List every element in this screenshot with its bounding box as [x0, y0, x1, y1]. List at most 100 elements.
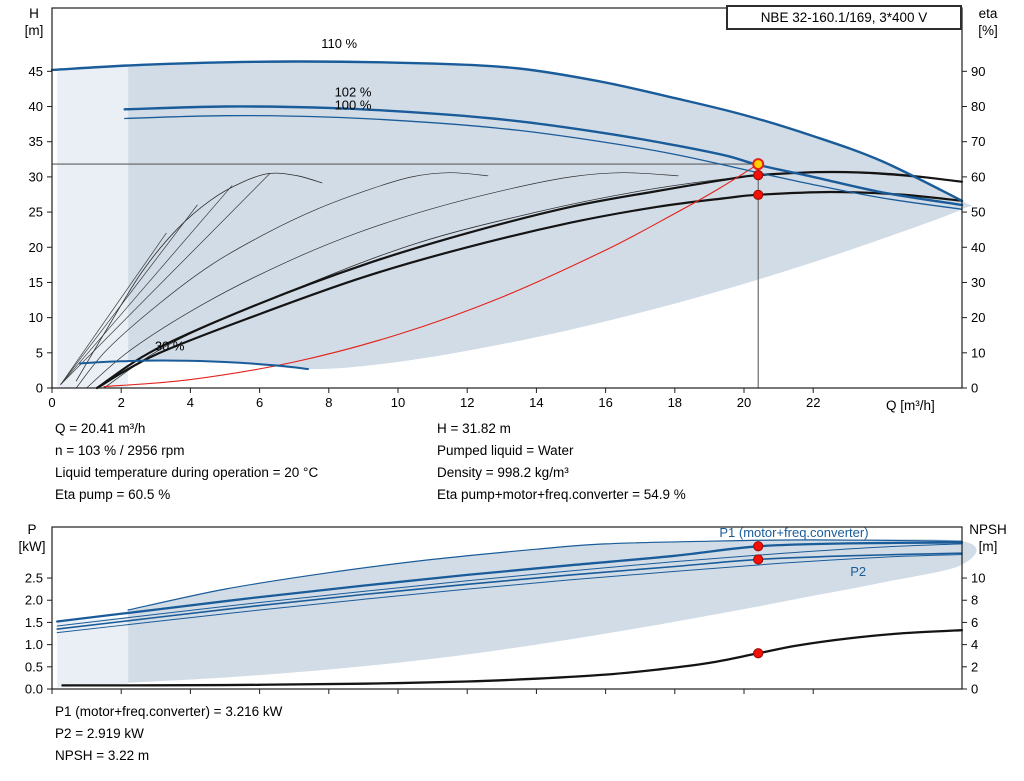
y-right-tick-label: 80 [971, 99, 985, 114]
plot-frame [51, 7, 963, 389]
power-envelope-low-flow [57, 616, 129, 688]
curve-eta-pump-motor-freq [95, 190, 964, 390]
x-tick-label: 22 [806, 395, 820, 410]
p2-point [753, 554, 764, 565]
eta-pump-text: Eta pump = 60.5 % [55, 487, 171, 502]
envelope-low-flow [57, 65, 129, 388]
y-left-tick-label: 0.5 [25, 659, 43, 674]
curve-eta-50pct [75, 172, 489, 389]
annotation-label-110: 110 % [321, 36, 357, 51]
curve-eta-iso-4 [60, 173, 271, 385]
operating-data-left: Q = 20.41 m³/h n = 103 % / 2956 rpm Liqu… [55, 418, 318, 506]
axis-label-line: [kW] [18, 539, 46, 554]
y-left-tick-label: 40 [29, 99, 43, 114]
curve-speed-110pct [50, 60, 964, 202]
curve-eta-pump [95, 170, 964, 390]
y-right-tick-label: 40 [971, 240, 985, 255]
axis-label-line: eta [978, 6, 998, 21]
eta-pump-point [753, 170, 764, 181]
liquid-temperature-text: Liquid temperature during operation = 20… [55, 465, 319, 480]
curve-p1 [56, 541, 964, 623]
y-right-tick-label: 0 [971, 682, 978, 697]
eta-axis-label: eta [%] [966, 5, 1010, 39]
y-left-tick-label: 25 [29, 205, 43, 220]
plot-frame [51, 526, 963, 690]
y-left-tick-label: 0.0 [25, 682, 43, 697]
duty-point[interactable] [752, 158, 765, 171]
y-left-tick-label: 15 [29, 275, 43, 290]
y-right-tick-label: 2 [971, 659, 978, 674]
axis-label-line: Q [m³/h] [886, 398, 935, 413]
axis-label-line: NPSH [969, 522, 1007, 537]
y-right-tick-label: 30 [971, 275, 985, 290]
y-right-tick-label: 90 [971, 64, 985, 79]
npsh-point [753, 648, 764, 659]
annotation-label-p1: P1 (motor+freq.converter) [719, 525, 868, 540]
power-axis-label: P [kW] [10, 521, 54, 555]
x-tick-label: 6 [256, 395, 263, 410]
x-tick-label: 0 [48, 395, 55, 410]
curve-p2-100pct [56, 554, 963, 634]
annotation-label-100: 100 % [335, 97, 372, 112]
axis-label-line: [%] [978, 23, 998, 38]
annotation-label-p2: P2 [850, 564, 866, 579]
npsh-axis-label: NPSH [m] [962, 521, 1014, 555]
curve-p1-110pct [127, 539, 963, 611]
y-left-tick-label: 45 [29, 64, 43, 79]
y-left-tick-label: 30 [29, 169, 43, 184]
y-right-tick-label: 70 [971, 134, 985, 149]
p2-text: P2 = 2.919 kW [55, 726, 144, 741]
flow-axis-label: Q [m³/h] [886, 397, 976, 414]
curve-speed-100pct [124, 114, 963, 210]
y-right-tick-label: 6 [971, 615, 978, 630]
y-left-tick-label: 20 [29, 240, 43, 255]
curve-eta-30pct [75, 172, 323, 382]
curve-p1-100pct [56, 543, 963, 627]
duty-head-text: H = 31.82 m [437, 421, 511, 436]
y-left-tick-label: 2.0 [25, 593, 43, 608]
y-right-tick-label: 60 [971, 169, 985, 184]
axis-label-line: H [29, 6, 39, 21]
duty-flow-text: Q = 20.41 m³/h [55, 421, 146, 436]
y-left-tick-label: 10 [29, 310, 43, 325]
p1-point [753, 541, 764, 552]
pumped-liquid-text: Pumped liquid = Water [437, 443, 574, 458]
head-axis-label: H [m] [14, 5, 54, 39]
axis-label-line: [m] [24, 23, 44, 38]
axis-label-line: P [27, 522, 37, 537]
x-tick-label: 20 [737, 395, 751, 410]
y-right-tick-label: 4 [971, 637, 978, 652]
y-left-tick-label: 5 [36, 345, 43, 360]
y-left-tick-label: 35 [29, 134, 43, 149]
y-right-tick-label: 50 [971, 205, 985, 220]
annotation-label-30: 30 % [155, 339, 185, 354]
x-tick-label: 10 [391, 395, 405, 410]
x-tick-label: 12 [460, 395, 474, 410]
eta-total-text: Eta pump+motor+freq.converter = 54.9 % [437, 487, 686, 502]
x-tick-label: 16 [598, 395, 612, 410]
curve-p2 [56, 552, 963, 630]
curve-eta-iso-1 [60, 232, 167, 385]
annotation-label-102: 102 % [335, 85, 372, 100]
y-left-tick-label: 1.5 [25, 615, 43, 630]
curve-eta-72pct [86, 172, 679, 389]
x-tick-label: 18 [668, 395, 682, 410]
curve-system-curve [103, 163, 759, 388]
duty-speed-text: n = 103 % / 2956 rpm [55, 443, 185, 458]
operating-data-right: H = 31.82 m Pumped liquid = Water Densit… [437, 418, 686, 506]
axis-label-line: [m] [978, 539, 998, 554]
x-tick-label: 14 [529, 395, 543, 410]
y-right-tick-label: 0 [971, 381, 978, 396]
pump-title: NBE 32-160.1/169, 3*400 V [760, 10, 928, 25]
curve-eta-iso-3 [60, 185, 233, 385]
x-tick-label: 2 [118, 395, 125, 410]
curve-speed-102pct [123, 105, 964, 207]
x-tick-label: 4 [187, 395, 194, 410]
power-npsh-data: P1 (motor+freq.converter) = 3.216 kW P2 … [55, 701, 282, 767]
y-left-tick-label: 1.0 [25, 637, 43, 652]
power-envelope [128, 538, 977, 683]
y-right-tick-label: 10 [971, 345, 985, 360]
